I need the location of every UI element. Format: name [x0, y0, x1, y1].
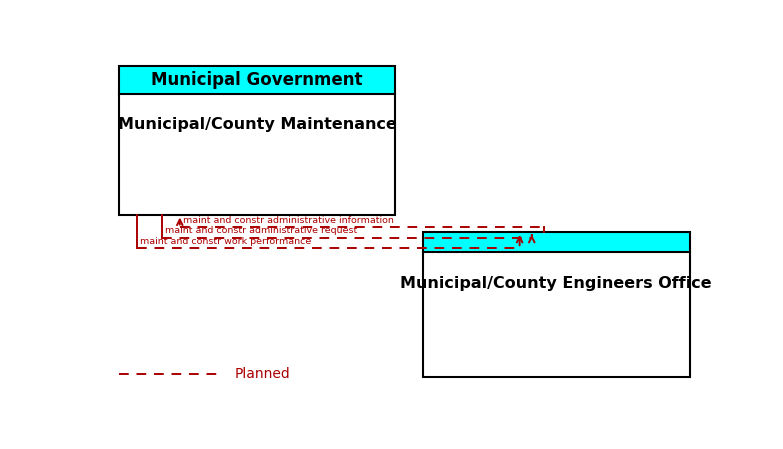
Text: Municipal Government: Municipal Government: [151, 71, 363, 89]
Text: Municipal/County Maintenance: Municipal/County Maintenance: [117, 117, 397, 132]
Bar: [119, 66, 395, 94]
Text: maint and constr administrative request: maint and constr administrative request: [164, 226, 357, 235]
Text: Municipal/County Engineers Office: Municipal/County Engineers Office: [400, 276, 712, 291]
Text: maint and constr administrative information: maint and constr administrative informat…: [183, 216, 394, 225]
Text: Planned: Planned: [234, 367, 290, 381]
Bar: [423, 232, 690, 377]
Bar: [119, 94, 395, 215]
Bar: [423, 232, 690, 252]
Text: maint and constr work performance: maint and constr work performance: [140, 237, 312, 246]
Bar: [423, 252, 690, 377]
Bar: [119, 66, 395, 215]
